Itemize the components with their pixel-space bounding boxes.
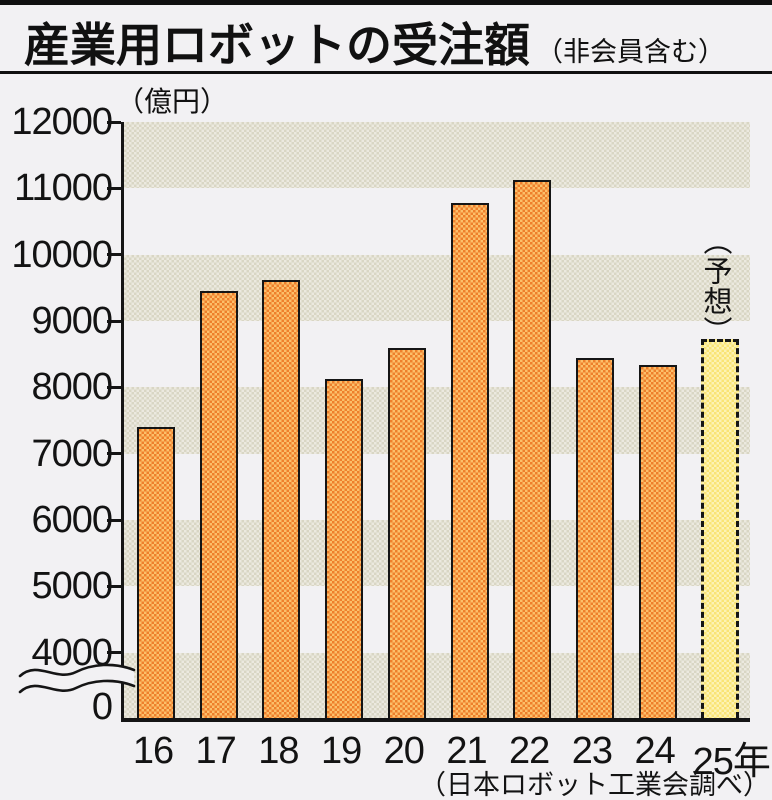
bar [450,202,489,718]
y-tick-label: 6000 [31,499,113,541]
y-tick-label: 9000 [31,300,113,342]
x-tick-label: 25年 [692,741,771,783]
y-axis-tick [107,385,121,389]
y-axis-tick [107,120,121,124]
bar [513,180,552,718]
x-tick-label: 20 [383,730,425,772]
x-tick-label: 23 [571,730,613,772]
x-tick-label: 22 [509,730,550,772]
bar [262,279,301,718]
x-tick-label: 24 [634,730,675,772]
top-rule [0,0,772,5]
bar [325,379,364,718]
y-tick-label: 7000 [31,432,113,475]
axis-break-squiggle [18,663,136,694]
y-tick-label: 8000 [31,366,113,409]
x-tick-label: 19 [320,730,362,772]
source-credit: （日本ロボット工業会調べ） [419,770,770,800]
bar [137,427,175,718]
x-tick-label: 16 [132,730,174,772]
y-tick-label: 12000 [11,101,113,143]
y-axis-tick [107,584,121,588]
x-tick-label: 21 [446,730,487,772]
y-axis-tick [107,186,121,190]
y-axis-tick [107,452,121,456]
y-axis-tick [107,518,121,522]
y-axis-tick [107,319,121,323]
bar-forecast [701,338,740,718]
bar [575,358,614,718]
grid-band [124,122,750,189]
y-axis-tick [107,651,121,655]
title-note: （非会員含む） [536,37,725,67]
plot-area [107,120,750,722]
x-tick-label: 17 [195,730,237,772]
bar [638,365,677,718]
title-divider [0,71,772,74]
y-tick-label: 5000 [31,565,113,608]
y-tick-label: 10000 [11,233,113,276]
bar [199,291,238,718]
y-tick-label: 0 [91,686,113,728]
forecast-annotation: （予想） [699,226,731,346]
y-axis-unit-label: （億円） [116,86,229,117]
y-axis-tick [107,253,121,257]
page-title: 産業用ロボットの受注額 [24,19,530,71]
header: 産業用ロボットの受注額 （非会員含む） [24,9,768,75]
x-tick-label: 18 [258,730,299,772]
bar [387,347,426,718]
y-tick-label: 11000 [14,167,113,210]
